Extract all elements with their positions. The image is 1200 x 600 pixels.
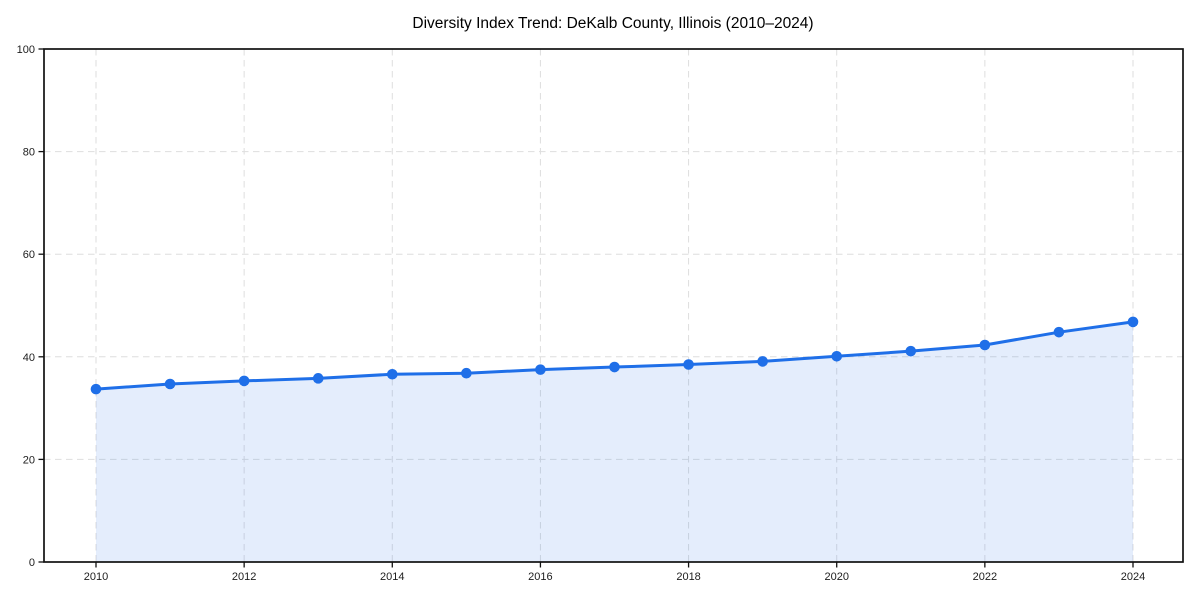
y-tick-label: 80 (23, 147, 35, 159)
data-point (683, 359, 694, 370)
data-point (164, 378, 176, 390)
chart-layers: 2010 2012 2014 2016 2018 2020 2022 2024 0 20 40 60 8… (17, 44, 1184, 583)
x-tick-label: 2010 (84, 571, 108, 583)
x-tick-label: 2024 (1121, 571, 1145, 583)
y-tick-label: 100 (17, 44, 35, 56)
x-tick-label: 2018 (676, 571, 700, 583)
data-point (535, 364, 546, 375)
data-point (238, 375, 250, 387)
x-tick-label: 2014 (380, 571, 404, 583)
data-point (386, 368, 398, 380)
data-point (1053, 326, 1065, 338)
data-point (461, 367, 472, 379)
data-point (1127, 316, 1139, 328)
x-tick-label: 2022 (973, 571, 997, 583)
x-tick-label: 2012 (232, 571, 256, 583)
y-tick-label: 20 (23, 454, 35, 466)
area-fill (96, 321, 1133, 562)
data-point (609, 361, 620, 373)
data-point (312, 373, 324, 384)
x-tick-label: 2020 (824, 571, 848, 583)
data-point (90, 383, 102, 395)
y-tick-label: 40 (23, 352, 35, 364)
data-point (979, 339, 991, 351)
x-tick-label: 2016 (528, 571, 552, 583)
data-point (831, 350, 843, 362)
axis-box (43, 48, 1184, 563)
chart-title: Diversity Index Trend: DeKalb County, Il… (412, 15, 813, 32)
data-point (757, 356, 768, 367)
y-tick-label: 0 (29, 557, 35, 569)
y-tick-label: 60 (23, 249, 35, 261)
data-point (905, 345, 917, 357)
